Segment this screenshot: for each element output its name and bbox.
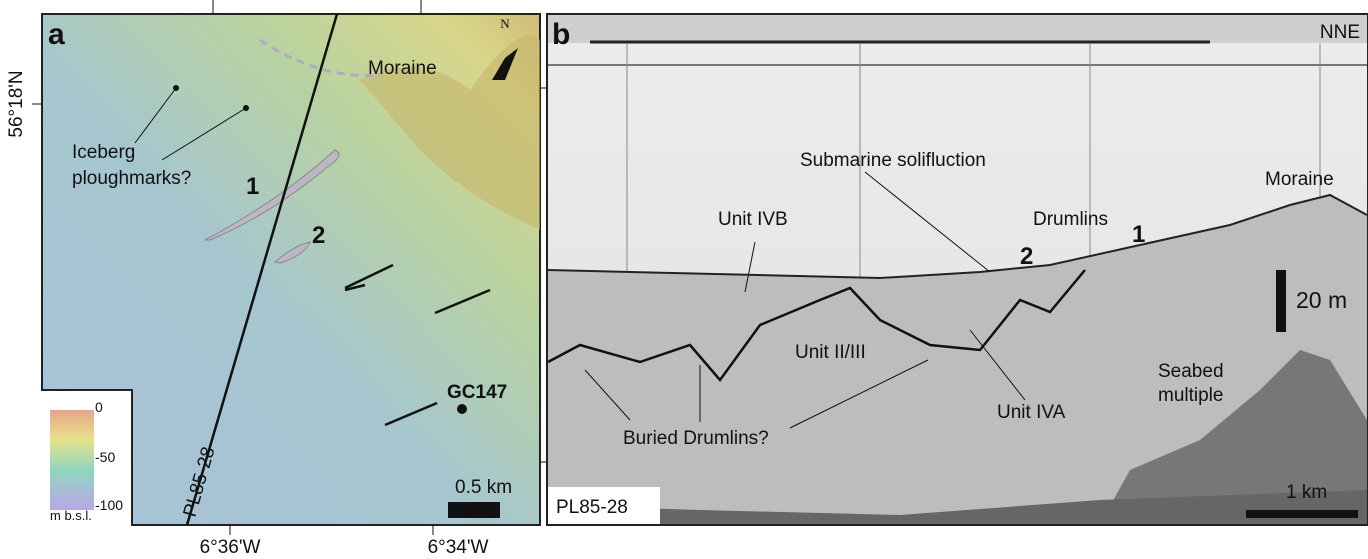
scale-bar xyxy=(448,502,500,518)
core-site xyxy=(457,404,467,414)
panel-label: b xyxy=(552,18,570,51)
annotation: Buried Drumlins? xyxy=(623,428,769,449)
core-label: GC147 xyxy=(447,382,507,403)
annotation: Unit IVB xyxy=(718,209,788,230)
annotation: Seabed xyxy=(1158,361,1224,382)
annotation: Unit IVA xyxy=(997,402,1066,423)
annotation: ploughmarks? xyxy=(72,168,191,189)
legend-tick: -50 xyxy=(95,449,115,465)
legend-tick: 0 xyxy=(95,399,103,415)
annotation: 1 xyxy=(246,173,259,200)
vertical-scale-bar xyxy=(1276,270,1286,332)
annotation: Submarine solifluction xyxy=(800,150,986,171)
annotation: Moraine xyxy=(368,58,437,79)
annotation: Drumlins xyxy=(1033,209,1108,230)
lon-label: 6°34'W xyxy=(428,537,489,558)
scale-label: 1 km xyxy=(1286,482,1327,503)
annotation: Moraine xyxy=(1265,169,1334,190)
scale-bar xyxy=(1246,510,1358,518)
annotation: Unit II/III xyxy=(795,342,866,363)
scale-label: 0.5 km xyxy=(455,477,512,498)
annotation: 2 xyxy=(312,222,325,249)
panel-b: b NNE Submarine solifluction Unit IVB Dr… xyxy=(547,14,1368,525)
profile-label: PL85-28 xyxy=(556,497,628,518)
depth-legend xyxy=(50,410,94,510)
lat-label: 56°18'N xyxy=(6,70,27,137)
figure: a N Moraine Iceberg ploughmarks? 1 2 GC1… xyxy=(0,0,1368,559)
direction: NNE xyxy=(1320,22,1360,43)
annotation: 1 xyxy=(1132,221,1145,248)
legend-tick: -100 xyxy=(95,497,123,513)
panel-label: a xyxy=(48,18,65,51)
legend-unit: m b.s.l. xyxy=(50,508,92,523)
annotation: 2 xyxy=(1020,243,1033,270)
header-strip xyxy=(548,15,1367,43)
north-label: N xyxy=(500,16,510,31)
annotation: Iceberg xyxy=(72,142,135,163)
lon-label: 6°36'W xyxy=(200,537,261,558)
vertical-scale-label: 20 m xyxy=(1296,287,1347,313)
panel-a: a N Moraine Iceberg ploughmarks? 1 2 GC1… xyxy=(42,14,540,525)
annotation: multiple xyxy=(1158,385,1223,406)
